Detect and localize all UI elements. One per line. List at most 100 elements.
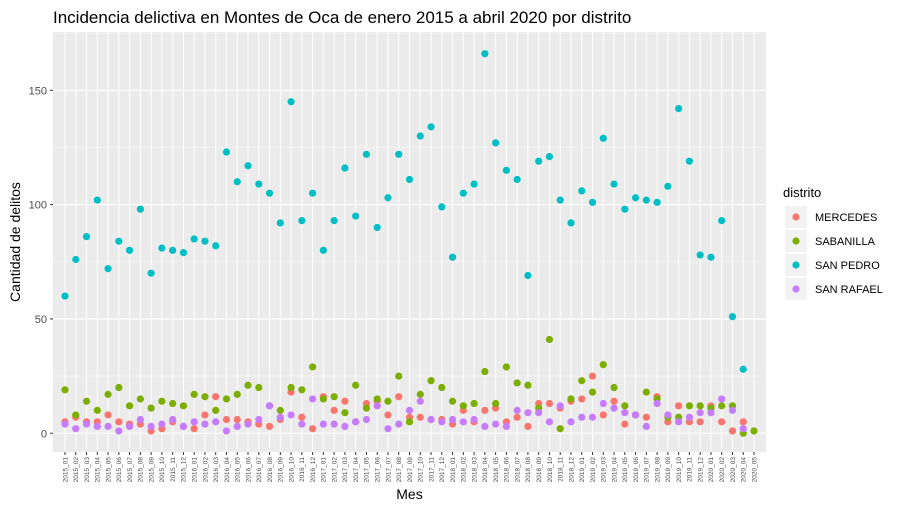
x-tick-label: 2018_09: [536, 457, 543, 483]
point-san-rafael: [524, 409, 532, 417]
x-tick-label: 2020_03: [730, 457, 737, 483]
point-san-pedro: [373, 223, 381, 232]
legend-title: distrito: [783, 185, 821, 200]
x-tick-label: 2017_11: [428, 457, 435, 482]
point-san-pedro: [362, 150, 371, 158]
point-sabanilla: [136, 395, 144, 403]
point-san-rafael: [352, 418, 360, 426]
point-san-pedro: [664, 182, 672, 190]
point-mercedes: [384, 411, 392, 419]
point-sabanilla: [115, 383, 123, 392]
point-sabanilla: [438, 383, 446, 392]
point-san-pedro: [739, 365, 747, 373]
point-sabanilla: [255, 383, 263, 392]
point-san-rafael: [481, 422, 489, 430]
x-tick-label: 2015_05: [105, 457, 112, 483]
point-mercedes: [728, 427, 737, 435]
point-mercedes: [416, 413, 424, 421]
point-san-pedro: [621, 205, 629, 213]
x-tick-label: 2018_01: [450, 457, 457, 483]
point-mercedes: [222, 415, 231, 424]
point-mercedes: [675, 402, 683, 410]
point-sabanilla: [158, 397, 166, 405]
point-san-rafael: [244, 420, 252, 428]
point-san-pedro: [728, 313, 737, 321]
point-san-rafael: [718, 395, 726, 403]
point-sabanilla: [201, 393, 209, 401]
point-san-rafael: [664, 411, 672, 419]
point-san-rafael: [556, 402, 564, 410]
point-san-rafael: [373, 402, 381, 410]
point-san-rafael: [653, 399, 661, 408]
x-tick-label: 2019_06: [633, 457, 640, 483]
x-tick-label: 2015_08: [138, 457, 145, 483]
legend-marker-san-rafael: [792, 285, 800, 293]
point-mercedes: [610, 397, 618, 405]
point-san-pedro: [427, 123, 435, 131]
y-axis-title: Cantidad de delitos: [7, 182, 23, 302]
point-san-rafael: [513, 406, 521, 414]
point-san-pedro: [481, 50, 489, 58]
x-tick-label: 2016_11: [299, 457, 306, 482]
point-mercedes: [599, 411, 607, 419]
point-sabanilla: [287, 383, 295, 392]
x-tick-label: 2019_01: [579, 457, 586, 483]
point-mercedes: [588, 372, 597, 380]
point-sabanilla: [212, 406, 220, 414]
point-san-rafael: [707, 409, 715, 417]
x-tick-label: 2016_04: [224, 457, 231, 483]
x-tick-label: 2017_02: [331, 457, 338, 483]
point-sabanilla: [244, 381, 252, 389]
point-san-rafael: [545, 418, 554, 426]
point-sabanilla: [319, 395, 327, 403]
point-san-pedro: [233, 178, 241, 186]
x-tick-label: 2020_02: [719, 457, 726, 483]
point-san-rafael: [578, 413, 586, 421]
point-san-rafael: [233, 422, 241, 430]
x-tick-label: 2015_01: [62, 457, 69, 483]
legend-label-sabanilla: SABANILLA: [815, 236, 876, 248]
point-san-pedro: [395, 150, 403, 158]
y-axis-ticks: 0 50 100 150: [29, 85, 53, 440]
point-mercedes: [718, 418, 726, 426]
x-tick-label: 2019_02: [590, 457, 597, 483]
point-sabanilla: [384, 397, 392, 405]
x-tick-label: 2015_03: [84, 457, 91, 483]
point-san-rafael: [265, 402, 274, 410]
x-tick-label: 2020_04: [741, 457, 748, 483]
point-sabanilla: [427, 377, 435, 385]
point-san-rafael: [309, 395, 317, 403]
point-san-rafael: [72, 425, 80, 433]
x-tick-label: 2017_07: [385, 457, 392, 483]
point-sabanilla: [567, 395, 575, 403]
x-tick-label: 2018_02: [461, 457, 468, 483]
point-mercedes: [265, 422, 274, 430]
point-sabanilla: [276, 406, 284, 414]
point-sabanilla: [362, 404, 371, 412]
x-tick-label: 2015_04: [95, 457, 102, 483]
x-tick-label: 2018_03: [471, 457, 478, 483]
point-san-rafael: [147, 422, 155, 430]
point-sabanilla: [330, 393, 338, 401]
point-sabanilla: [222, 395, 231, 403]
point-mercedes: [739, 418, 747, 426]
x-tick-label: 2020_05: [751, 457, 758, 483]
point-san-pedro: [556, 196, 564, 204]
legend: distrito MERCEDES SABANILLA SAN PEDRO SAN R…: [783, 185, 883, 300]
point-san-pedro: [190, 235, 198, 243]
point-san-rafael: [93, 422, 101, 430]
point-sabanilla: [233, 390, 241, 398]
point-mercedes: [524, 422, 532, 430]
point-sabanilla: [405, 418, 414, 426]
point-mercedes: [481, 406, 489, 414]
point-san-rafael: [158, 420, 166, 428]
point-san-pedro: [255, 180, 263, 188]
y-tick-label: 100: [29, 200, 47, 212]
point-san-pedro: [82, 233, 91, 241]
point-san-rafael: [319, 420, 327, 428]
point-mercedes: [578, 395, 586, 403]
point-san-rafael: [728, 406, 737, 414]
point-mercedes: [233, 415, 241, 424]
x-tick-label: 2018_04: [482, 457, 489, 483]
point-san-rafael: [621, 409, 629, 417]
